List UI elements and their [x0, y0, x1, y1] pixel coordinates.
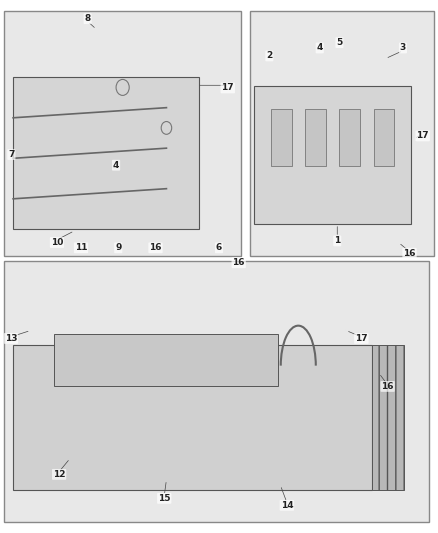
Text: 14: 14	[281, 501, 293, 510]
Text: 2: 2	[266, 52, 272, 60]
Bar	[54, 335, 278, 386]
Text: 3: 3	[400, 44, 406, 52]
Text: 9: 9	[115, 244, 121, 252]
Text: 7: 7	[8, 150, 14, 159]
Text: 4: 4	[317, 44, 323, 52]
Text: 16: 16	[381, 382, 394, 391]
Text: 16: 16	[149, 244, 162, 252]
Text: 5: 5	[336, 38, 343, 47]
Bar	[13, 77, 199, 229]
Text: 4: 4	[113, 161, 119, 169]
Text: 11: 11	[75, 244, 87, 252]
FancyBboxPatch shape	[4, 11, 241, 256]
Text: 16: 16	[233, 259, 245, 267]
Text: 1: 1	[334, 237, 340, 245]
Text: 16: 16	[403, 249, 416, 257]
Text: 12: 12	[53, 470, 65, 479]
FancyBboxPatch shape	[250, 11, 434, 256]
Text: 17: 17	[417, 132, 429, 140]
Bar	[13, 345, 371, 490]
Text: 8: 8	[85, 14, 91, 23]
Bar	[371, 345, 404, 490]
Bar	[254, 86, 411, 224]
FancyBboxPatch shape	[4, 261, 429, 522]
Bar	[271, 109, 292, 166]
Bar	[374, 109, 394, 166]
Text: 13: 13	[5, 334, 17, 343]
Text: 10: 10	[51, 238, 63, 247]
Bar	[305, 109, 326, 166]
Text: 15: 15	[158, 494, 170, 503]
Bar	[339, 109, 360, 166]
Text: 17: 17	[222, 84, 234, 92]
Text: 17: 17	[355, 334, 367, 343]
Text: 6: 6	[216, 244, 222, 252]
